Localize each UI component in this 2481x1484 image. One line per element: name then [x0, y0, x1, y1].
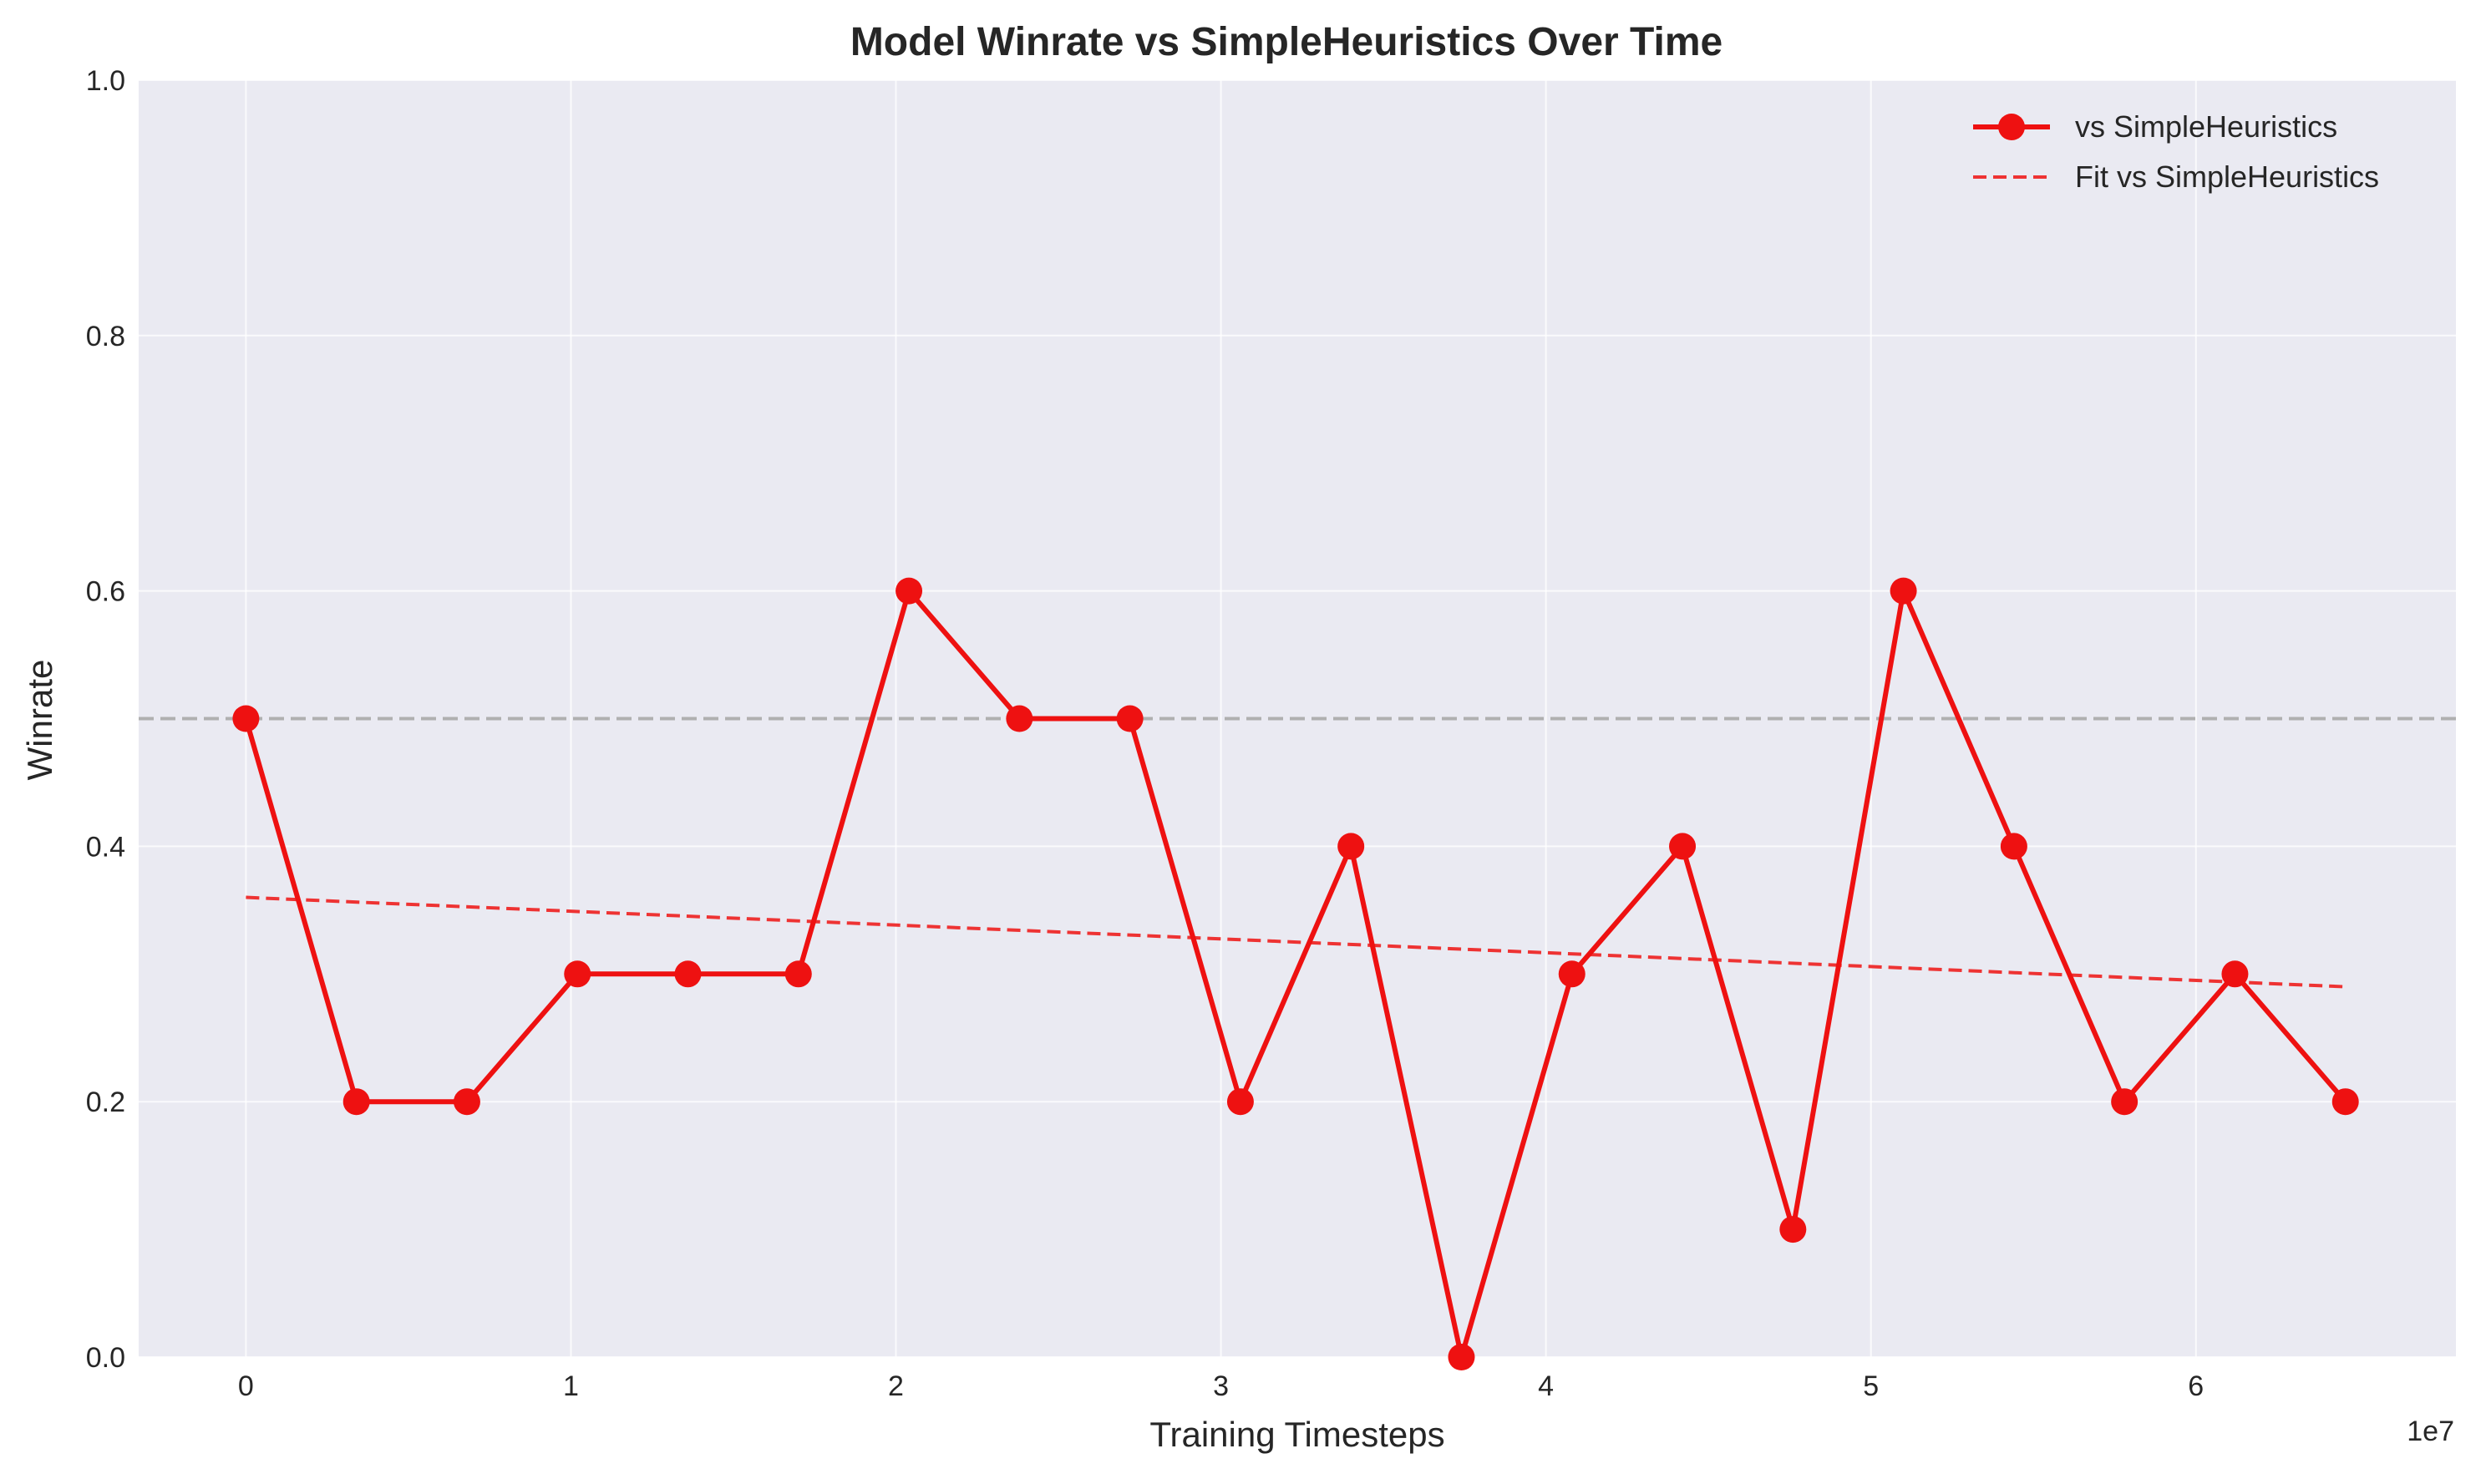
x-tick-label: 1 [563, 1370, 579, 1402]
data-point [2331, 1088, 2359, 1116]
y-axis-label: Winrate [20, 660, 59, 781]
data-point [784, 960, 812, 988]
y-tick-label: 0.2 [86, 1086, 125, 1118]
legend: vs SimpleHeuristics Fit vs SimpleHeuristi… [1973, 109, 2379, 194]
legend-marker-swatch [1998, 114, 2025, 140]
legend-label: vs SimpleHeuristics [2075, 109, 2337, 144]
data-point [453, 1088, 480, 1116]
data-point [1116, 705, 1144, 732]
grid-lines [139, 79, 2456, 1358]
y-tick-label: 0.6 [86, 576, 125, 608]
data-point [564, 960, 591, 988]
legend-label: Fit vs SimpleHeuristics [2075, 160, 2379, 194]
data-point [674, 960, 702, 988]
x-tick-label: 5 [1863, 1370, 1879, 1402]
x-tick-label: 6 [2188, 1370, 2204, 1402]
chart-title: Model Winrate vs SimpleHeuristics Over T… [850, 20, 1722, 64]
data-point [1226, 1088, 1254, 1116]
series-layer [232, 577, 2359, 1370]
tick-labels: 0 1 2 3 4 5 6 0.0 0.2 0.4 0.6 0.8 1.0 [86, 65, 2204, 1402]
data-point [1779, 1216, 1807, 1243]
x-axis-label: Training Timesteps [1149, 1415, 1444, 1454]
data-point [2111, 1088, 2139, 1116]
data-point [1558, 960, 1586, 988]
y-tick-label: 0.0 [86, 1342, 125, 1374]
fit-line [246, 895, 2346, 989]
data-point [895, 577, 923, 605]
y-tick-label: 0.4 [86, 831, 125, 863]
data-point [342, 1088, 370, 1116]
x-tick-label: 3 [1213, 1370, 1229, 1402]
data-point [1006, 705, 1033, 732]
data-point [2221, 960, 2249, 988]
x-tick-label: 4 [1538, 1370, 1554, 1402]
data-point [1337, 833, 1365, 860]
x-axis-offset-label: 1e7 [2407, 1416, 2454, 1447]
x-tick-label: 2 [888, 1370, 904, 1402]
data-point [2000, 833, 2027, 860]
data-point [1890, 577, 1917, 605]
series-line [243, 588, 2347, 1360]
y-tick-label: 1.0 [86, 65, 125, 97]
data-point [1669, 833, 1697, 860]
y-tick-label: 0.8 [86, 321, 125, 352]
x-tick-label: 0 [238, 1370, 254, 1402]
data-point [232, 705, 260, 732]
data-point [1448, 1344, 1475, 1370]
